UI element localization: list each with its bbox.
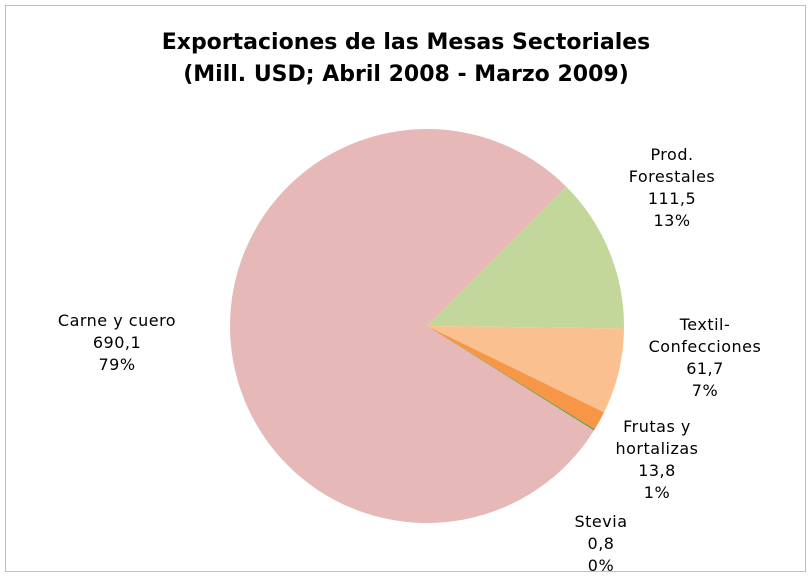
- slice-name: Frutas y hortalizas: [615, 417, 699, 458]
- slice-label: Carne y cuero 690,1 79%: [37, 310, 197, 376]
- slice-label: Frutas y hortalizas 13,8 1%: [602, 416, 712, 504]
- slice-percent: 7%: [691, 381, 719, 400]
- pie-slice: [427, 326, 605, 430]
- slice-name: Carne y cuero: [57, 311, 177, 330]
- slice-label: Textil-Confecciones 61,7 7%: [640, 314, 770, 402]
- pie-slice: [230, 129, 595, 524]
- pie-slice: [427, 186, 625, 329]
- chart-subtitle: (Mill. USD; Abril 2008 - Marzo 2009): [183, 62, 629, 87]
- slice-value: 111,5: [647, 189, 697, 208]
- slice-name: Stevia: [574, 512, 628, 531]
- slice-value: 690,1: [92, 333, 142, 352]
- slice-percent: 13%: [653, 211, 691, 230]
- slice-percent: 79%: [98, 355, 136, 374]
- slice-value: 0,8: [587, 534, 615, 553]
- chart-title: Exportaciones de las Mesas Sectoriales: [161, 30, 651, 55]
- slice-label: Stevia 0,8 0%: [566, 511, 636, 577]
- slice-name: Textil-Confecciones: [648, 315, 762, 356]
- pie-slice: [427, 326, 624, 413]
- pie-slice: [427, 326, 595, 431]
- slice-name: Prod. Forestales: [628, 145, 716, 186]
- slice-percent: 1%: [643, 483, 671, 502]
- slice-value: 13,8: [638, 461, 676, 480]
- slice-value: 61,7: [686, 359, 724, 378]
- slice-label: Prod. Forestales 111,5 13%: [622, 144, 722, 232]
- slice-percent: 0%: [587, 556, 615, 575]
